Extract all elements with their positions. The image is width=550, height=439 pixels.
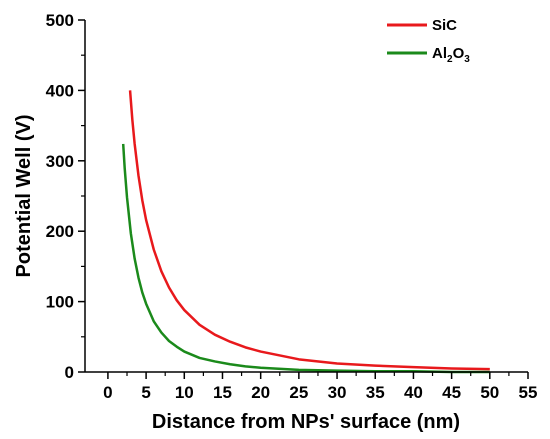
x-axis-title: Distance from NPs' surface (nm) — [152, 411, 460, 433]
x-tick-label: 55 — [519, 383, 538, 402]
series-line-sic — [128, 90, 490, 371]
x-tick-label: 35 — [366, 383, 385, 402]
x-axis-ticks: 0 5 10 15 20 25 30 35 40 45 50 55 — [103, 372, 537, 402]
x-tick-label: 50 — [480, 383, 499, 402]
x-tick-label: 20 — [251, 383, 270, 402]
legend: SiC Al2O3 — [387, 17, 470, 65]
y-axis-title: Potential Well (V) — [13, 115, 35, 278]
x-tick-label: 45 — [442, 383, 461, 402]
y-tick-label: 400 — [46, 81, 74, 100]
y-tick-label: 100 — [46, 293, 74, 312]
x-tick-label: 10 — [175, 383, 194, 402]
y-tick-label: 200 — [46, 222, 74, 241]
y-tick-label: 0 — [65, 363, 74, 382]
legend-label-sic: SiC — [432, 17, 457, 34]
y-axis-ticks: 0 100 200 300 400 500 — [46, 11, 85, 382]
y-tick-label: 500 — [46, 11, 74, 30]
legend-label-al2o3: Al2O3 — [432, 45, 470, 65]
y-tick-label: 300 — [46, 152, 74, 171]
x-tick-label: 5 — [141, 383, 150, 402]
x-tick-label: 0 — [103, 383, 112, 402]
x-tick-label: 25 — [289, 383, 308, 402]
x-tick-label: 30 — [328, 383, 347, 402]
x-tick-label: 15 — [213, 383, 232, 402]
series-line-al2o3 — [121, 143, 490, 374]
x-tick-label: 40 — [404, 383, 423, 402]
plot-marks — [121, 90, 490, 374]
